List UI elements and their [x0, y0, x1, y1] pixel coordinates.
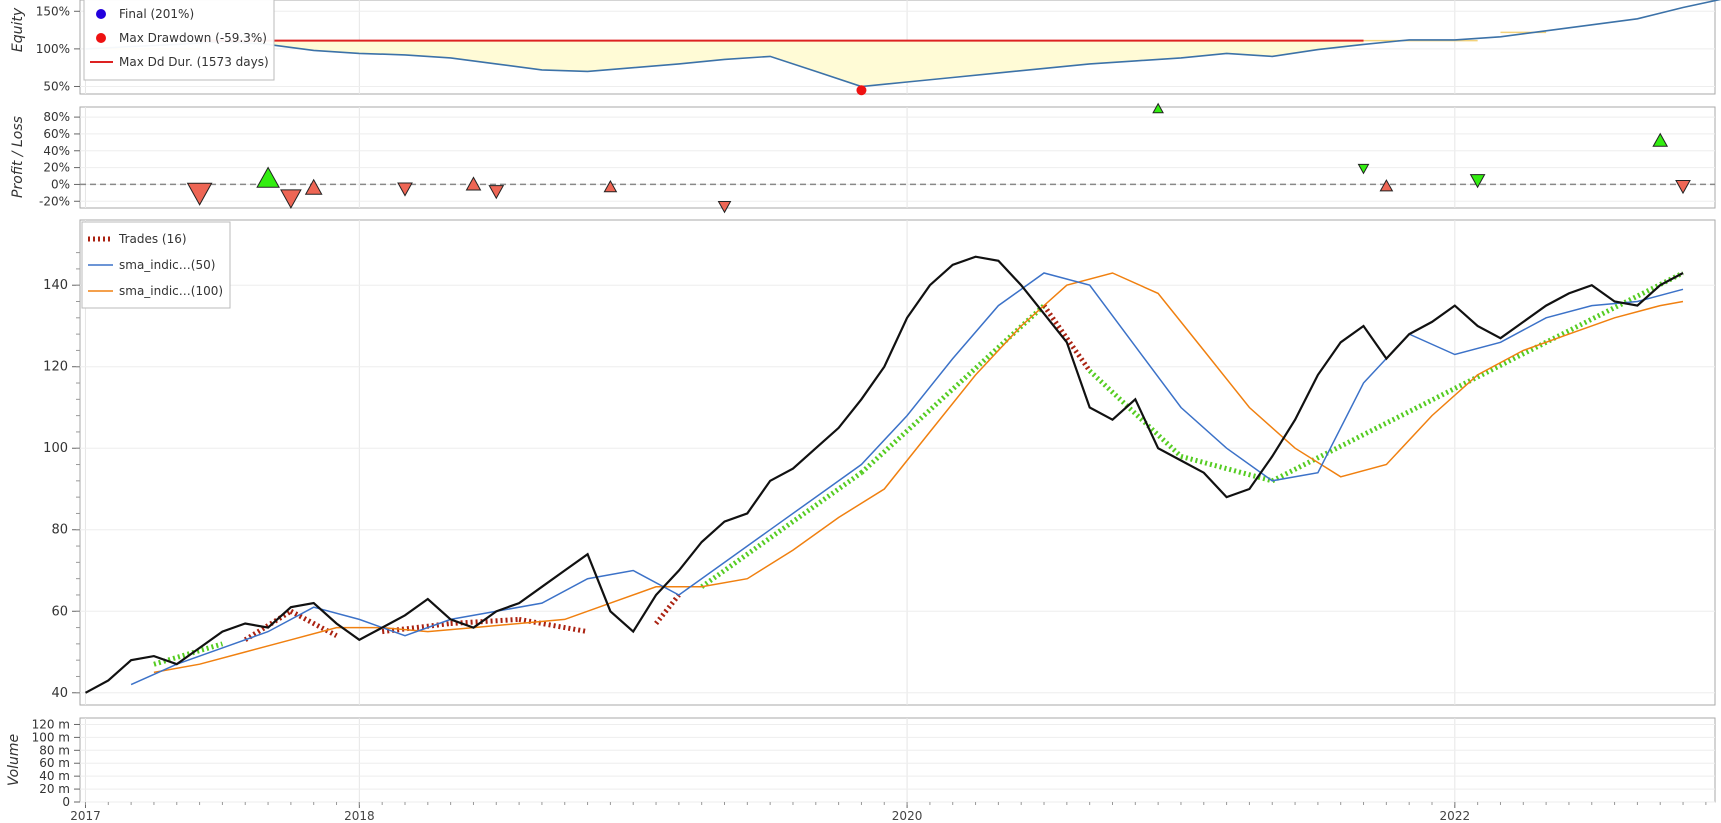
max-drawdown-marker — [856, 85, 867, 96]
x-tick-label-2017: 2017 — [70, 809, 101, 823]
trade-marker-11 — [1357, 163, 1370, 175]
price-legend-label: sma_indic…(50) — [119, 258, 215, 272]
trade-line-4 — [381, 621, 451, 635]
pl-y-tick-label: -20% — [39, 194, 70, 208]
volume-y-label: Volume — [6, 734, 22, 786]
trade-marker-7 — [488, 185, 505, 200]
trade-marker-4 — [304, 178, 323, 195]
pl-y-tick-label: 80% — [43, 110, 70, 124]
price-y-tick-label: 60 — [51, 604, 68, 619]
price-y-ticks: 40 60 80 100 120 140 — [43, 252, 80, 701]
equity-panel: 50% 100% 150% Equity Final (201%) Max Drawd… — [10, 0, 1721, 96]
volume-plot-area — [79, 717, 1716, 803]
price-legend: Trades (16) sma_indic…(50) sma_indic…(100) — [81, 221, 231, 309]
pl-y-tick-label: 40% — [43, 144, 70, 158]
price-legend-label: sma_indic…(100) — [119, 284, 223, 298]
trade-marker-12 — [1379, 179, 1394, 192]
equity-legend-swatch — [96, 33, 106, 43]
price-grid — [80, 220, 1715, 705]
trade-marker-8 — [603, 179, 618, 193]
trade-marker-2 — [256, 166, 280, 188]
trade-line-7 — [654, 593, 681, 626]
equity-legend: Final (201%) Max Drawdown (-59.3%) Max Dd … — [83, 0, 275, 81]
trade-line-13 — [1271, 270, 1685, 484]
equity-y-tick-label: 150% — [36, 4, 70, 18]
trade-marker-13 — [1469, 174, 1486, 189]
equity-legend-label: Max Dd Dur. (1573 days) — [119, 55, 269, 69]
volume-y-tick-label: 80 m — [39, 743, 70, 757]
trade-line-10 — [1041, 304, 1092, 373]
volume-y-tick-label: 120 m — [32, 717, 70, 731]
trade-marker-10 — [1152, 102, 1164, 114]
sma-100-line — [153, 272, 1684, 674]
volume-y-tick-label: 20 m — [39, 782, 70, 796]
trade-marker-3 — [280, 189, 302, 209]
x-tick-label-2022: 2022 — [1440, 809, 1471, 823]
pl-y-tick-label: 0% — [51, 177, 70, 191]
price-y-tick-label: 80 — [51, 523, 68, 538]
trade-marker-1 — [186, 182, 213, 206]
volume-y-tick-label: 40 m — [39, 769, 70, 783]
price-y-tick-label: 120 — [43, 360, 68, 375]
equity-y-label: Equity — [10, 7, 26, 52]
equity-y-ticks: 50% 100% 150% — [36, 4, 80, 93]
equity-legend-swatch — [96, 9, 106, 19]
equity-y-tick-label: 50% — [43, 79, 70, 93]
trade-marker-14 — [1652, 132, 1669, 147]
price-plot-area — [79, 219, 1716, 706]
price-series — [84, 255, 1685, 694]
sma-50-line — [130, 272, 1684, 686]
trade-line-11 — [1087, 368, 1183, 459]
profit-loss-markers — [80, 102, 1715, 214]
profit-loss-panel: -20% 0% 20% 40% 60% 80% Profit / Loss — [10, 102, 1716, 214]
trade-line-6 — [518, 616, 589, 635]
trade-line-3 — [289, 609, 338, 638]
profit-loss-y-ticks: -20% 0% 20% 40% 60% 80% — [39, 110, 80, 208]
profit-loss-plot-area — [79, 106, 1716, 209]
price-y-tick-label: 40 — [51, 686, 68, 701]
trade-line-12 — [1180, 453, 1273, 484]
price-y-tick-label: 100 — [43, 441, 68, 456]
trade-marker-6 — [465, 176, 482, 191]
price-y-tick-label: 140 — [43, 278, 68, 293]
volume-y-tick-label: 60 m — [39, 756, 70, 770]
equity-legend-label: Final (201%) — [119, 7, 194, 21]
equity-line — [85, 0, 1721, 88]
x-tick-label-2020: 2020 — [892, 809, 923, 823]
x-axis: 2017 2018 2020 2022 — [70, 802, 1707, 823]
pl-y-tick-label: 60% — [43, 127, 70, 141]
equity-legend-label: Max Drawdown (-59.3%) — [119, 31, 267, 45]
volume-y-tick-label: 0 — [62, 795, 70, 809]
profit-loss-y-label: Profit / Loss — [10, 116, 26, 198]
equity-series — [85, 0, 1721, 96]
pl-y-tick-label: 20% — [43, 161, 70, 175]
drawdown-area — [199, 40, 1364, 87]
trade-line-2 — [243, 609, 293, 642]
volume-grid — [80, 718, 1715, 803]
trade-marker-5 — [397, 182, 413, 197]
trade-marker-15 — [1675, 180, 1691, 195]
equity-legend-box — [83, 0, 275, 81]
equity-y-tick-label: 100% — [36, 42, 70, 56]
trade-marker-9 — [717, 201, 732, 214]
x-tick-label-2018: 2018 — [344, 809, 375, 823]
volume-y-tick-label: 100 m — [32, 730, 70, 744]
price-panel: 40 60 80 100 120 140 Trades (16) sma_indic…(50… — [43, 219, 1716, 706]
price-legend-label: Trades (16) — [118, 232, 187, 246]
price-line — [84, 255, 1684, 694]
